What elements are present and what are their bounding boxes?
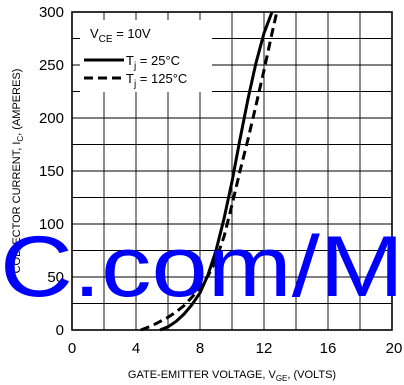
y-tick-label: 150 bbox=[39, 163, 64, 180]
x-tick-label: 12 bbox=[256, 340, 273, 357]
x-tick-label: 20 bbox=[386, 340, 403, 357]
legend-label-tj-25: Tj = 25°C bbox=[126, 53, 180, 72]
y-tick-label: 300 bbox=[39, 4, 64, 21]
legend-label-tj-125: Tj = 125°C bbox=[126, 71, 187, 90]
y-tick-label: 200 bbox=[39, 110, 64, 127]
y-axis-label: COLLECTOR CURRENT, IC, (AMPERES) bbox=[11, 69, 25, 274]
x-tick-label: 16 bbox=[320, 340, 337, 357]
x-axis-label: GATE-EMITTER VOLTAGE, VGE, (VOLTS) bbox=[128, 369, 336, 383]
y-tick-label: 0 bbox=[56, 322, 64, 339]
x-tick-label: 8 bbox=[196, 340, 204, 357]
y-tick-label: 100 bbox=[39, 216, 64, 233]
legend-condition: VCE = 10V bbox=[90, 26, 151, 45]
x-tick-label: 0 bbox=[68, 340, 76, 357]
plot-frame bbox=[71, 11, 393, 331]
y-tick-label: 50 bbox=[47, 269, 64, 286]
legend-box bbox=[80, 20, 212, 92]
x-tick-labels: 0 4 8 12 16 20 bbox=[68, 340, 403, 357]
series-line-tj-25 bbox=[159, 11, 274, 332]
x-tick-label: 4 bbox=[132, 340, 140, 357]
series-layer bbox=[140, 11, 279, 332]
legend: VCE = 10V Tj = 25°C Tj = 125°C bbox=[80, 20, 212, 92]
y-tick-label: 250 bbox=[39, 57, 64, 74]
y-tick-labels: 0 50 100 150 200 250 300 bbox=[39, 4, 64, 339]
series-line-tj-125 bbox=[140, 11, 279, 332]
watermark-text: C.com/M bbox=[0, 219, 404, 315]
